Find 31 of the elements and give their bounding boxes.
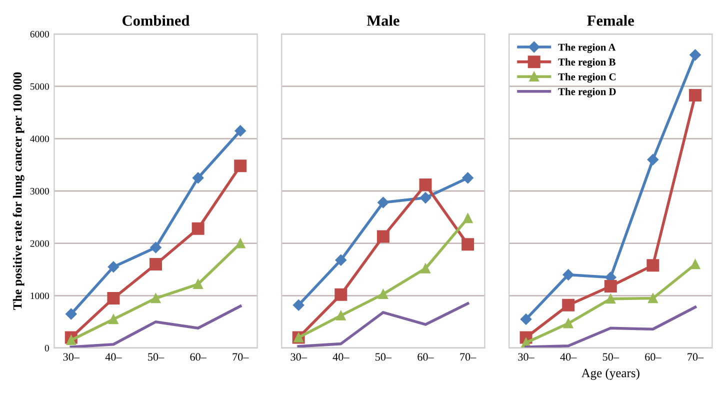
x-tick-label: 50– xyxy=(602,353,620,361)
x-axis-title: Age (years) xyxy=(581,368,640,380)
y-axis-title: The positive rate for lung cancer per 100 000 xyxy=(12,72,24,310)
y-tick-label: 2000 xyxy=(30,240,49,247)
x-tick-label: 60– xyxy=(645,353,662,361)
y-tick-label: 6000 xyxy=(30,30,49,38)
chart-title: Combined xyxy=(122,15,190,26)
x-tick-label: 70– xyxy=(460,353,476,361)
x-tick-label: 40– xyxy=(560,353,577,361)
x-tick-label: 30– xyxy=(290,353,307,361)
legend-label: The region A xyxy=(558,43,616,53)
y-tick-label: 4000 xyxy=(30,136,49,142)
y-tick-label: 5000 xyxy=(30,83,49,90)
x-tick-label: 60– xyxy=(418,353,434,361)
legend-label: The region D xyxy=(558,88,616,98)
x-tick-label: 50– xyxy=(148,353,164,361)
y-tick-label: 3000 xyxy=(30,188,49,194)
chart-title: Male xyxy=(366,15,400,26)
y-tick-label: 0 xyxy=(44,344,49,352)
x-tick-label: 60– xyxy=(190,353,206,361)
x-tick-label: 40– xyxy=(105,353,122,361)
chart-title: Female xyxy=(587,15,634,26)
x-tick-label: 30– xyxy=(63,353,80,361)
y-tick-label: 1000 xyxy=(30,292,49,300)
x-tick-label: 50– xyxy=(376,353,392,361)
legend-label: The region B xyxy=(558,58,616,68)
x-tick-label: 40– xyxy=(332,353,350,361)
x-tick-label: 70– xyxy=(232,353,249,361)
legend-label: The region C xyxy=(558,73,616,83)
x-tick-label: 30– xyxy=(518,353,534,361)
x-tick-label: 70– xyxy=(688,353,704,361)
